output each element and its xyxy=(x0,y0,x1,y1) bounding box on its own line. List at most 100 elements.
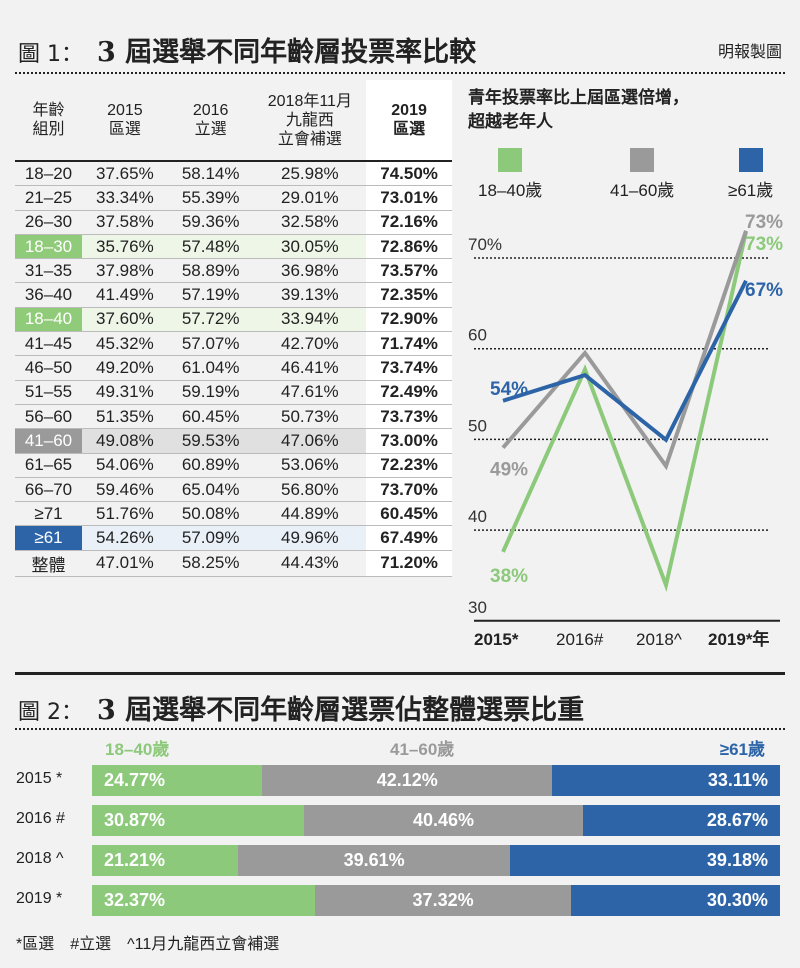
category-label: 2018 ^ xyxy=(16,850,64,867)
age-group-label: 46–50 xyxy=(15,355,82,381)
series-line xyxy=(502,279,748,443)
bar-value-label: 40.46% xyxy=(413,810,475,830)
bar-segment: 30.87% xyxy=(92,805,305,836)
column-header: 2015 區選 xyxy=(81,80,168,162)
turnout-cell: 57.09% xyxy=(167,525,254,551)
bar-segment: 30.30% xyxy=(571,885,780,916)
y-tick-label: 70% xyxy=(468,235,502,254)
legend-swatch xyxy=(498,148,523,172)
category-label: 2016 # xyxy=(16,810,65,827)
divider xyxy=(15,672,785,675)
turnout-cell: 71.74% xyxy=(366,331,452,357)
bar-segment: 40.46% xyxy=(304,805,583,836)
bar-segment: 39.18% xyxy=(510,845,780,876)
age-group-label: ≥71 xyxy=(15,501,82,527)
data-label: 73% xyxy=(745,212,783,233)
y-tick-label: 50 xyxy=(468,416,487,435)
table-row: 26–30 37.58% 59.36% 32.58% 72.16% xyxy=(15,210,452,235)
table-row: 61–65 54.06% 60.89% 53.06% 72.23% xyxy=(15,453,452,478)
turnout-cell: 37.65% xyxy=(81,161,168,187)
table-row: 31–35 37.98% 58.89% 36.98% 73.57% xyxy=(15,258,452,284)
bar-value-label: 42.12% xyxy=(376,770,438,790)
bar-value-label: 24.77% xyxy=(104,770,166,790)
turnout-cell: 51.35% xyxy=(81,404,168,430)
bar-segment: 24.77% xyxy=(92,765,263,796)
category-label: 2019 * xyxy=(16,890,63,907)
age-group-label: 31–35 xyxy=(15,258,82,284)
bar-segment: 42.12% xyxy=(262,765,553,796)
category-label: 2015 * xyxy=(16,770,63,787)
age-group-label: 18–40 xyxy=(15,307,82,333)
turnout-cell: 72.49% xyxy=(366,380,452,405)
age-group-label: 26–30 xyxy=(15,210,82,235)
bar-segment: 37.32% xyxy=(314,885,572,916)
table-row: 41–45 45.32% 57.07% 42.70% 71.74% xyxy=(15,331,452,357)
turnout-cell: 53.06% xyxy=(253,453,367,478)
divider xyxy=(15,72,785,74)
legend-label: 41–60歲 xyxy=(390,740,455,759)
turnout-cell: 72.86% xyxy=(366,234,452,260)
turnout-cell: 41.49% xyxy=(81,282,168,308)
x-tick-label: 2015* xyxy=(474,630,519,649)
turnout-cell: 59.53% xyxy=(167,428,254,454)
turnout-cell: 42.70% xyxy=(253,331,367,357)
age-group-label: 66–70 xyxy=(15,477,82,503)
column-header: 2018年11月 九龍西 立會補選 xyxy=(253,80,367,162)
legend-item: 41–60歲 xyxy=(610,148,674,201)
turnout-cell: 60.45% xyxy=(167,404,254,430)
turnout-cell: 65.04% xyxy=(167,477,254,503)
legend-label: 18–40歲 xyxy=(478,181,543,200)
turnout-cell: 58.14% xyxy=(167,161,254,187)
bar-value-label: 30.30% xyxy=(706,890,768,910)
turnout-cell: 72.35% xyxy=(366,282,452,308)
data-label: 49% xyxy=(490,460,528,481)
turnout-cell: 58.25% xyxy=(167,550,254,577)
table-row: 18–20 37.65% 58.14% 25.98% 74.50% xyxy=(15,161,452,187)
turnout-cell: 33.34% xyxy=(81,185,168,211)
table-row: 整體 47.01% 58.25% 44.43% 71.20% xyxy=(15,550,452,577)
turnout-cell: 46.41% xyxy=(253,355,367,381)
bar-segment: 21.21% xyxy=(92,845,238,876)
turnout-cell: 54.26% xyxy=(81,525,168,551)
stacked-bar: 21.21% 39.61% 39.18% xyxy=(92,845,780,876)
turnout-cell: 73.57% xyxy=(366,258,452,284)
turnout-cell: 73.01% xyxy=(366,185,452,211)
divider xyxy=(15,728,785,730)
turnout-cell: 55.39% xyxy=(167,185,254,211)
bar-value-label: 32.37% xyxy=(104,890,166,910)
x-tick-label: 2016# xyxy=(556,630,604,649)
turnout-cell: 57.72% xyxy=(167,307,254,333)
turnout-cell: 73.00% xyxy=(366,428,452,454)
column-header: 2019 區選 xyxy=(366,80,452,162)
data-label: 54% xyxy=(490,379,528,400)
turnout-cell: 72.90% xyxy=(366,307,452,333)
turnout-cell: 37.58% xyxy=(81,210,168,235)
turnout-cell: 36.98% xyxy=(253,258,367,284)
turnout-cell: 35.76% xyxy=(81,234,168,260)
turnout-cell: 30.05% xyxy=(253,234,367,260)
x-tick-label: 2018^ xyxy=(636,630,682,649)
turnout-cell: 57.19% xyxy=(167,282,254,308)
turnout-cell: 60.89% xyxy=(167,453,254,478)
age-group-label: 56–60 xyxy=(15,404,82,430)
turnout-cell: 32.58% xyxy=(253,210,367,235)
y-tick-label: 40 xyxy=(468,507,487,526)
turnout-cell: 44.43% xyxy=(253,550,367,577)
turnout-cell: 49.31% xyxy=(81,380,168,405)
column-header: 2016 立選 xyxy=(167,80,254,162)
turnout-cell: 33.94% xyxy=(253,307,367,333)
table-row: 41–60 49.08% 59.53% 47.06% 73.00% xyxy=(15,428,452,454)
figure2-title: 圖 2： 3 屆選舉不同年齡層選票佔整體選票比重 xyxy=(18,695,585,726)
turnout-cell: 45.32% xyxy=(81,331,168,357)
age-group-label: 整體 xyxy=(15,550,82,577)
legend-item: ≥61歲 xyxy=(728,148,773,201)
turnout-cell: 60.45% xyxy=(366,501,452,527)
legend-label: ≥61歲 xyxy=(719,740,765,759)
table-row: ≥61 54.26% 57.09% 49.96% 67.49% xyxy=(15,525,452,551)
x-tick-label: 2019*年 xyxy=(708,629,769,649)
turnout-cell: 51.76% xyxy=(81,501,168,527)
legend-label: ≥61歲 xyxy=(728,181,774,200)
turnout-cell: 57.07% xyxy=(167,331,254,357)
turnout-cell: 25.98% xyxy=(253,161,367,187)
